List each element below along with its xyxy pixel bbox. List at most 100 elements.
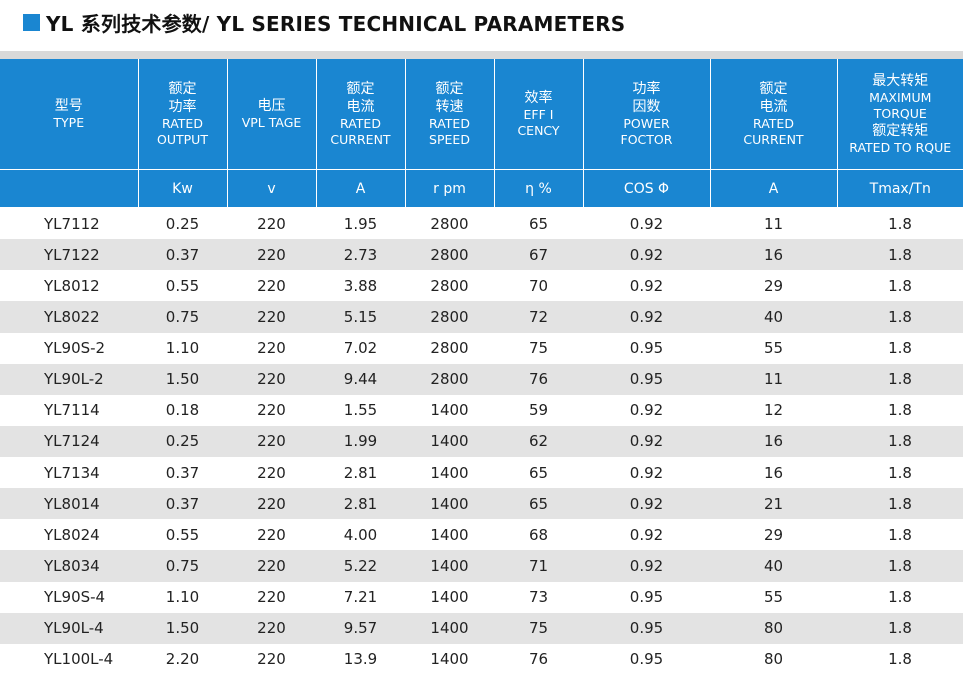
column-header-cn: 型号: [0, 97, 138, 115]
column-header-en: CENCY: [495, 123, 583, 139]
column-header-en: FOCTOR: [584, 132, 710, 148]
cell-value: 0.37: [138, 239, 227, 270]
cell-value: 220: [227, 457, 316, 488]
cell-type: YL8014: [0, 488, 138, 519]
cell-value: 1.8: [837, 644, 963, 675]
cell-value: 220: [227, 519, 316, 550]
column-header-en: CURRENT: [317, 132, 405, 148]
cell-value: 0.92: [583, 270, 710, 301]
cell-value: 76: [494, 364, 583, 395]
cell-value: 1.50: [138, 364, 227, 395]
cell-value: 0.95: [583, 582, 710, 613]
column-header-en: MAXIMUM: [838, 90, 963, 106]
cell-value: 1400: [405, 519, 494, 550]
cell-value: 2800: [405, 208, 494, 240]
cell-value: 9.44: [316, 364, 405, 395]
cell-value: 29: [710, 270, 837, 301]
column-header-en: TORQUE: [838, 106, 963, 122]
cell-value: 70: [494, 270, 583, 301]
cell-value: 0.92: [583, 426, 710, 457]
column-header-en: EFF I: [495, 107, 583, 123]
cell-value: 0.92: [583, 457, 710, 488]
column-header-en: SPEED: [406, 132, 494, 148]
cell-value: 0.95: [583, 613, 710, 644]
cell-value: 0.95: [583, 364, 710, 395]
column-header-en-secondary: RATED TO RQUE: [838, 140, 963, 156]
cell-value: 11: [710, 364, 837, 395]
square-bullet-icon: [23, 14, 40, 31]
cell-value: 1.8: [837, 582, 963, 613]
column-header-cn: 额定: [139, 80, 227, 98]
cell-value: 0.95: [583, 644, 710, 675]
cell-value: 1400: [405, 582, 494, 613]
cell-value: 65: [494, 488, 583, 519]
cell-value: 0.25: [138, 208, 227, 240]
cell-value: 7.21: [316, 582, 405, 613]
cell-value: 21: [710, 488, 837, 519]
cell-value: 0.55: [138, 519, 227, 550]
cell-value: 55: [710, 333, 837, 364]
cell-value: 0.92: [583, 301, 710, 332]
cell-value: 220: [227, 208, 316, 240]
cell-value: 2800: [405, 364, 494, 395]
cell-type: YL7134: [0, 457, 138, 488]
column-header-en: VPL TAGE: [228, 115, 316, 131]
page-title: YL 系列技术参数/ YL SERIES TECHNICAL PARAMETER…: [46, 8, 625, 37]
cell-value: 1.10: [138, 333, 227, 364]
cell-value: 220: [227, 239, 316, 270]
cell-value: 1.95: [316, 208, 405, 240]
cell-value: 5.15: [316, 301, 405, 332]
column-header-cn: 额定: [317, 80, 405, 98]
cell-type: YL8034: [0, 550, 138, 581]
cell-type: YL90L-2: [0, 364, 138, 395]
column-header-cn: 功率: [139, 98, 227, 116]
cell-value: 1.8: [837, 364, 963, 395]
column-unit: r pm: [405, 170, 494, 208]
column-header-cn: 电流: [711, 98, 837, 116]
column-header-en: RATED: [406, 116, 494, 132]
cell-value: 0.92: [583, 519, 710, 550]
cell-value: 2800: [405, 270, 494, 301]
cell-value: 0.92: [583, 550, 710, 581]
cell-value: 65: [494, 457, 583, 488]
cell-value: 2800: [405, 239, 494, 270]
cell-value: 1.8: [837, 519, 963, 550]
cell-type: YL8012: [0, 270, 138, 301]
cell-value: 0.92: [583, 488, 710, 519]
cell-value: 67: [494, 239, 583, 270]
column-header-cn: 效率: [495, 89, 583, 107]
cell-value: 75: [494, 613, 583, 644]
cell-value: 1400: [405, 550, 494, 581]
title-divider: [0, 51, 963, 59]
cell-value: 2800: [405, 301, 494, 332]
cell-value: 1.8: [837, 550, 963, 581]
cell-value: 80: [710, 613, 837, 644]
cell-value: 0.37: [138, 457, 227, 488]
cell-value: 1.8: [837, 270, 963, 301]
cell-value: 1.55: [316, 395, 405, 426]
page-header: YL 系列技术参数/ YL SERIES TECHNICAL PARAMETER…: [0, 0, 963, 44]
cell-value: 16: [710, 239, 837, 270]
cell-value: 1.8: [837, 208, 963, 240]
cell-value: 40: [710, 301, 837, 332]
cell-type: YL90S-2: [0, 333, 138, 364]
cell-type: YL100L-4: [0, 644, 138, 675]
column-unit: v: [227, 170, 316, 208]
cell-value: 220: [227, 644, 316, 675]
cell-value: 1400: [405, 644, 494, 675]
cell-type: YL7122: [0, 239, 138, 270]
